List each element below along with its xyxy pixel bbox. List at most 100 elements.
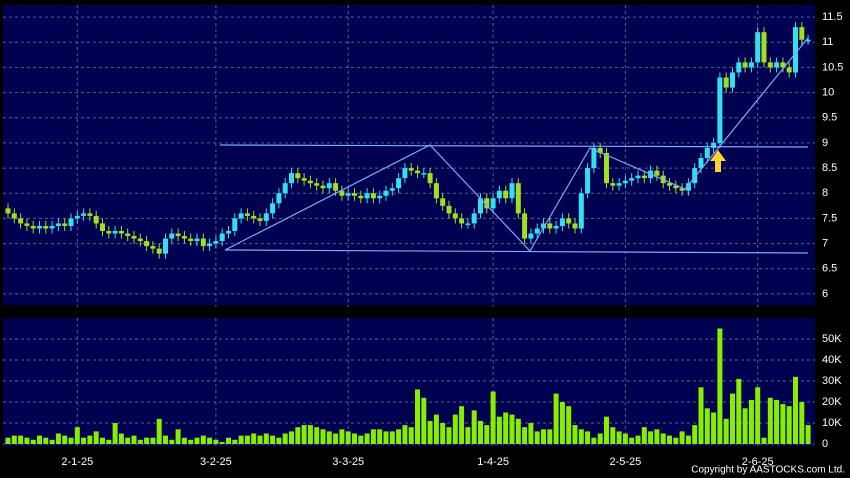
candle-body xyxy=(610,183,616,186)
trend-lines xyxy=(219,37,809,254)
volume-bar xyxy=(37,435,42,444)
zigzag-line xyxy=(224,37,809,252)
candle-body xyxy=(566,218,572,224)
volume-bar xyxy=(137,439,143,444)
candle-body xyxy=(553,225,559,229)
volume-bar xyxy=(87,435,93,444)
candle-body xyxy=(503,190,509,199)
volume-bar xyxy=(711,412,717,444)
candle-body xyxy=(667,183,672,186)
candle-body xyxy=(219,233,225,242)
y-tick-label: 0 xyxy=(822,438,828,450)
candle-body xyxy=(408,168,414,171)
volume-bar xyxy=(144,437,150,444)
volume-bar xyxy=(43,437,49,444)
volume-bar xyxy=(616,431,622,444)
volume-bar xyxy=(326,431,332,444)
volume-bar xyxy=(402,425,408,444)
volume-bar xyxy=(270,435,276,444)
volume-bar xyxy=(358,435,364,444)
candle-body xyxy=(572,223,578,229)
y-tick-label: 8 xyxy=(822,187,828,199)
candle-body xyxy=(100,223,105,232)
volume-bar xyxy=(345,431,351,444)
candle-body xyxy=(106,231,112,234)
volume-bar xyxy=(610,427,616,444)
candle-body xyxy=(18,218,24,224)
volume-bar xyxy=(578,429,584,444)
candle-body xyxy=(333,183,339,191)
candle-body xyxy=(427,173,433,184)
volume-bar xyxy=(207,437,213,444)
volume-bar xyxy=(685,435,691,444)
candle-body xyxy=(81,213,87,216)
candle-body xyxy=(534,228,540,234)
candle-body xyxy=(370,193,376,199)
y-tick-label: 9 xyxy=(822,137,828,149)
volume-bar xyxy=(156,418,162,444)
candle-body xyxy=(352,193,357,196)
candle-body xyxy=(74,215,80,219)
volume-bar xyxy=(748,399,754,444)
copyright: Copyright by AASTOCKS.com Ltd. xyxy=(691,465,845,476)
volume-bar xyxy=(226,437,231,444)
candle-body xyxy=(37,225,42,229)
volume-bar xyxy=(478,420,483,444)
candle-body xyxy=(301,178,307,181)
candle-body xyxy=(232,218,238,232)
candle-body xyxy=(793,27,798,73)
candle-body xyxy=(257,218,263,221)
volume-bar xyxy=(452,414,458,444)
x-tick-label: 2-1-25 xyxy=(61,456,93,468)
candle-body xyxy=(137,238,143,242)
candle-body xyxy=(163,238,168,254)
volume-bar xyxy=(5,437,11,444)
volume-bar xyxy=(131,435,137,444)
candle-body xyxy=(150,246,156,249)
candle-body xyxy=(717,77,723,143)
candle-body xyxy=(282,183,288,194)
candle-body xyxy=(49,225,55,229)
volume-bar xyxy=(440,423,446,444)
volume-bar xyxy=(591,437,597,444)
volume-bar xyxy=(169,439,175,444)
volume-bar xyxy=(383,431,389,444)
volume-bar xyxy=(314,427,320,444)
candle-body xyxy=(704,147,710,159)
candle-body xyxy=(377,195,383,199)
volume-bar xyxy=(465,427,471,444)
x-tick-label: 2-5-25 xyxy=(610,456,642,468)
candle-body xyxy=(307,180,313,184)
volume-bar xyxy=(667,435,672,444)
y-tick-label: 50K xyxy=(822,333,842,345)
volume-bar xyxy=(553,393,559,444)
candle-body xyxy=(131,236,137,239)
volume-bar xyxy=(597,433,603,444)
volume-bar xyxy=(503,412,509,444)
candle-body xyxy=(389,188,395,191)
candle-body xyxy=(755,32,761,63)
volume-bar xyxy=(62,435,68,444)
x-tick-label: 1-4-25 xyxy=(477,456,509,468)
candle-body xyxy=(238,213,244,219)
candle-body xyxy=(622,180,628,184)
candle-body xyxy=(251,215,257,219)
candle-body xyxy=(528,233,534,239)
candle-body xyxy=(181,236,187,239)
candle-body xyxy=(421,173,427,175)
volume-bar xyxy=(641,427,647,444)
volume-bar xyxy=(534,431,540,444)
volume-bar xyxy=(604,416,609,444)
y-tick-label: 10 xyxy=(822,86,834,98)
volume-bar xyxy=(622,433,628,444)
candle-body xyxy=(188,238,194,242)
candle-body xyxy=(742,62,748,68)
candle-body xyxy=(805,39,811,42)
candle-body xyxy=(635,175,641,179)
volume-bar xyxy=(566,406,572,444)
candle-body xyxy=(484,198,490,209)
volume-bar xyxy=(547,429,553,444)
candle-body xyxy=(799,27,805,40)
marks xyxy=(5,22,811,444)
volume-bar xyxy=(484,425,490,444)
